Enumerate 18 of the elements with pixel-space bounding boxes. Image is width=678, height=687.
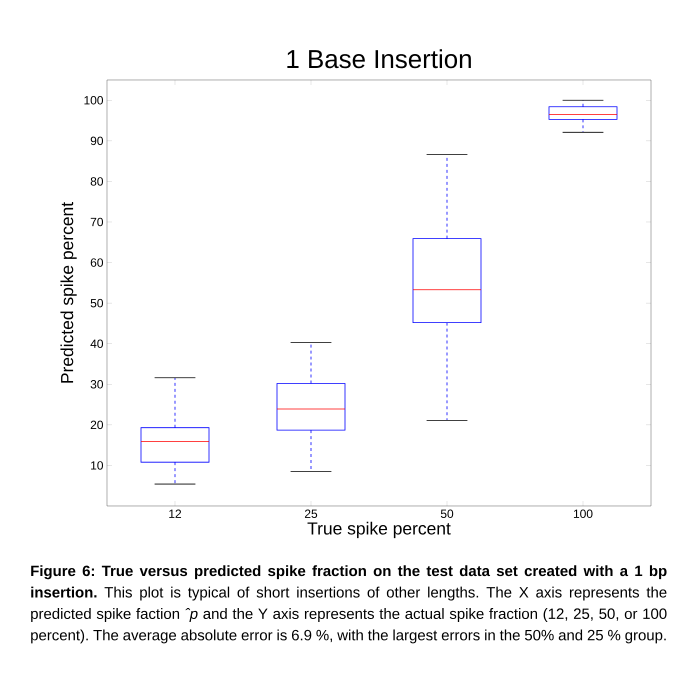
x-axis-title: True spike percent [308,522,451,538]
y-tick-label: 60 [90,258,104,267]
y-tick-label: 70 [90,218,104,226]
y-axis-title: Predicted spike percent [60,202,77,383]
y-tick-label: 90 [90,136,104,146]
y-tick-label: 100 [84,96,104,104]
x-tick-label: 100 [574,510,593,518]
y-tick-label: 20 [90,420,104,430]
x-tick-label: 25 [304,510,318,518]
text: Figure 6: True versus predicted spike fraction on the test data set created with a 1 bp insertion. This plot is typical of short insertions of other lengths. The X axis represents the predicted spike faction ˆp and the Y axis represents the actual spike fraction (12, 25, 50, or 100 percent). The average absolute error is 6.9 %, with the largest errors in the 50% and 25 % group. [31,565,667,644]
x-tick-label: 12 [169,510,182,518]
x-tick-label: 50 [440,510,454,518]
chart-title: 1 Base Insertion [287,49,471,68]
y-tick-label: 40 [90,339,104,348]
y-tick-label: 50 [90,298,104,308]
y-tick-label: 30 [90,380,104,388]
y-tick-label: 80 [90,177,104,186]
y-tick-label: 10 [91,461,104,470]
